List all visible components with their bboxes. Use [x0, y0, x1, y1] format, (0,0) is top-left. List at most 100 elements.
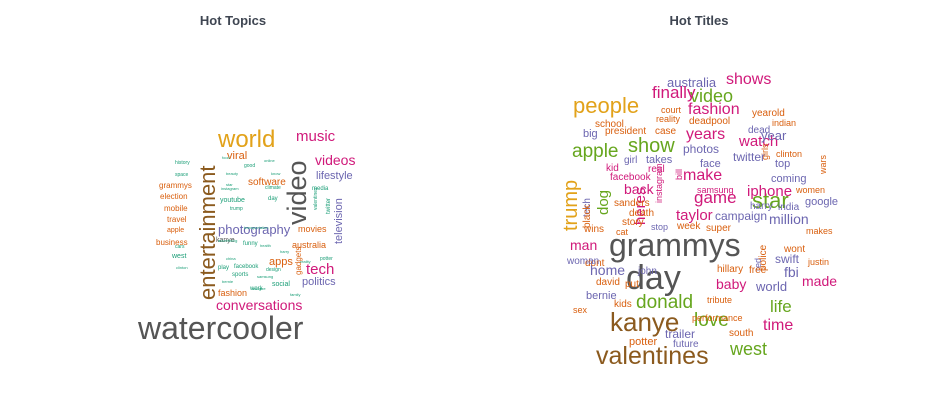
word-family: family — [290, 292, 300, 297]
word-yearold: yearold — [752, 108, 785, 119]
word-grammys: grammys — [159, 181, 192, 190]
word-apps: apps — [269, 256, 293, 268]
word-dog: dog — [595, 190, 612, 215]
word-tech: tech — [306, 261, 334, 278]
word-star: star — [226, 182, 233, 187]
word-dead: dead — [748, 125, 770, 136]
word-super: super — [706, 223, 732, 234]
word-john: john — [637, 266, 657, 277]
word-kids: kids — [614, 299, 632, 310]
word-real: real — [648, 164, 665, 175]
word-valentines: valentines — [313, 187, 319, 210]
word-cars: cars — [175, 244, 185, 250]
word-day: day — [626, 259, 681, 297]
word-lifestyle: lifestyle — [316, 170, 353, 182]
word-bernie: bernie — [222, 279, 234, 284]
word-sanders: sanders — [614, 198, 650, 209]
word-years: years — [686, 126, 725, 143]
word-kanye: kanye — [216, 237, 235, 244]
word-heres: heres — [632, 187, 649, 225]
word-wars: wars — [818, 154, 828, 175]
word-world: world — [217, 126, 275, 153]
word-taylor: taylor — [676, 207, 713, 224]
word-viral: viral — [227, 150, 247, 162]
word-harry: harry — [750, 201, 773, 212]
word-million: million — [769, 211, 809, 227]
word-clinton: clinton — [776, 149, 802, 159]
word-mobile: mobile — [164, 204, 188, 213]
word-history: history — [175, 160, 190, 166]
word-death: death — [629, 208, 654, 219]
word-story: story — [622, 217, 644, 228]
word-future: future — [673, 339, 699, 350]
word-video: video — [690, 86, 733, 106]
word-play: play — [218, 265, 229, 271]
word-gadgets: gadgets — [294, 247, 303, 275]
word-election: election — [160, 192, 188, 201]
word-social: social — [272, 281, 290, 288]
word-space: space — [175, 172, 189, 178]
hot-titles-panel: Hot Titles grammys day kanye valentines peop… — [466, 0, 932, 412]
word-harry: harry — [280, 249, 289, 254]
word-bill: bill — [674, 169, 684, 180]
word-australia: australia — [292, 240, 326, 250]
word-back: back — [624, 181, 655, 197]
word-stop: stop — [651, 222, 668, 232]
word-school: school — [595, 119, 624, 130]
word-made: made — [802, 273, 837, 289]
word-put: put — [625, 279, 639, 290]
word-deadpool: deadpool — [689, 116, 730, 127]
word-justin: justin — [807, 257, 829, 267]
word-refugee: refugee — [252, 286, 266, 291]
word-police: police — [758, 244, 769, 271]
word-videos: videos — [315, 152, 355, 168]
word-television: television — [333, 198, 345, 244]
word-potter: potter — [320, 256, 333, 262]
word-black: black — [582, 204, 593, 228]
word-tech: tech — [582, 198, 593, 217]
word-funny: funny — [243, 241, 258, 247]
word-food: food — [222, 155, 230, 160]
word-australia: australia — [667, 75, 717, 90]
word-watercooler: watercooler — [137, 310, 304, 346]
word-video: video — [282, 160, 312, 225]
word-potter: potter — [629, 336, 657, 348]
word-design: design — [266, 267, 281, 273]
word-know: know — [271, 171, 280, 176]
word-south: south — [729, 328, 753, 339]
word-wins: wins — [583, 224, 604, 235]
word-kanye: kanye — [610, 307, 679, 337]
word-year: year — [761, 128, 787, 143]
word-music: music — [296, 128, 336, 145]
word-face: face — [700, 158, 721, 170]
word-reality: reality — [656, 114, 681, 124]
word-fashion: fashion — [688, 101, 740, 118]
hot-topics-cloud-svg: watercooler entertainment world video music v… — [137, 126, 355, 346]
word-case: case — [655, 126, 677, 137]
word-president: president — [605, 126, 646, 137]
word-wont: wont — [783, 244, 805, 255]
word-media: media — [312, 186, 329, 192]
word-business: business — [156, 238, 188, 247]
word-clinton: clinton — [176, 265, 188, 270]
word-bernie: bernie — [586, 290, 617, 302]
word-samsung: samsung — [697, 185, 734, 195]
word-top: top — [775, 158, 790, 170]
word-valentines: valentines — [596, 342, 709, 370]
hot-topics-title: Hot Topics — [199, 13, 267, 28]
word-donald: donald — [636, 292, 693, 313]
word-time: time — [763, 317, 793, 334]
word-photos: photos — [683, 142, 719, 156]
word-google: google — [805, 196, 838, 208]
word-campaign: campaign — [715, 209, 767, 223]
word-game: game — [694, 188, 737, 207]
word-star: star — [752, 188, 789, 213]
word-week: week — [676, 221, 701, 232]
word-takes: takes — [646, 154, 673, 166]
hot-titles-title: Hot Titles — [669, 13, 729, 28]
word-trump: trump — [560, 180, 582, 231]
word-kid: kid — [606, 163, 619, 174]
word-swift: swift — [775, 252, 800, 266]
word-politics: politics — [302, 276, 336, 288]
